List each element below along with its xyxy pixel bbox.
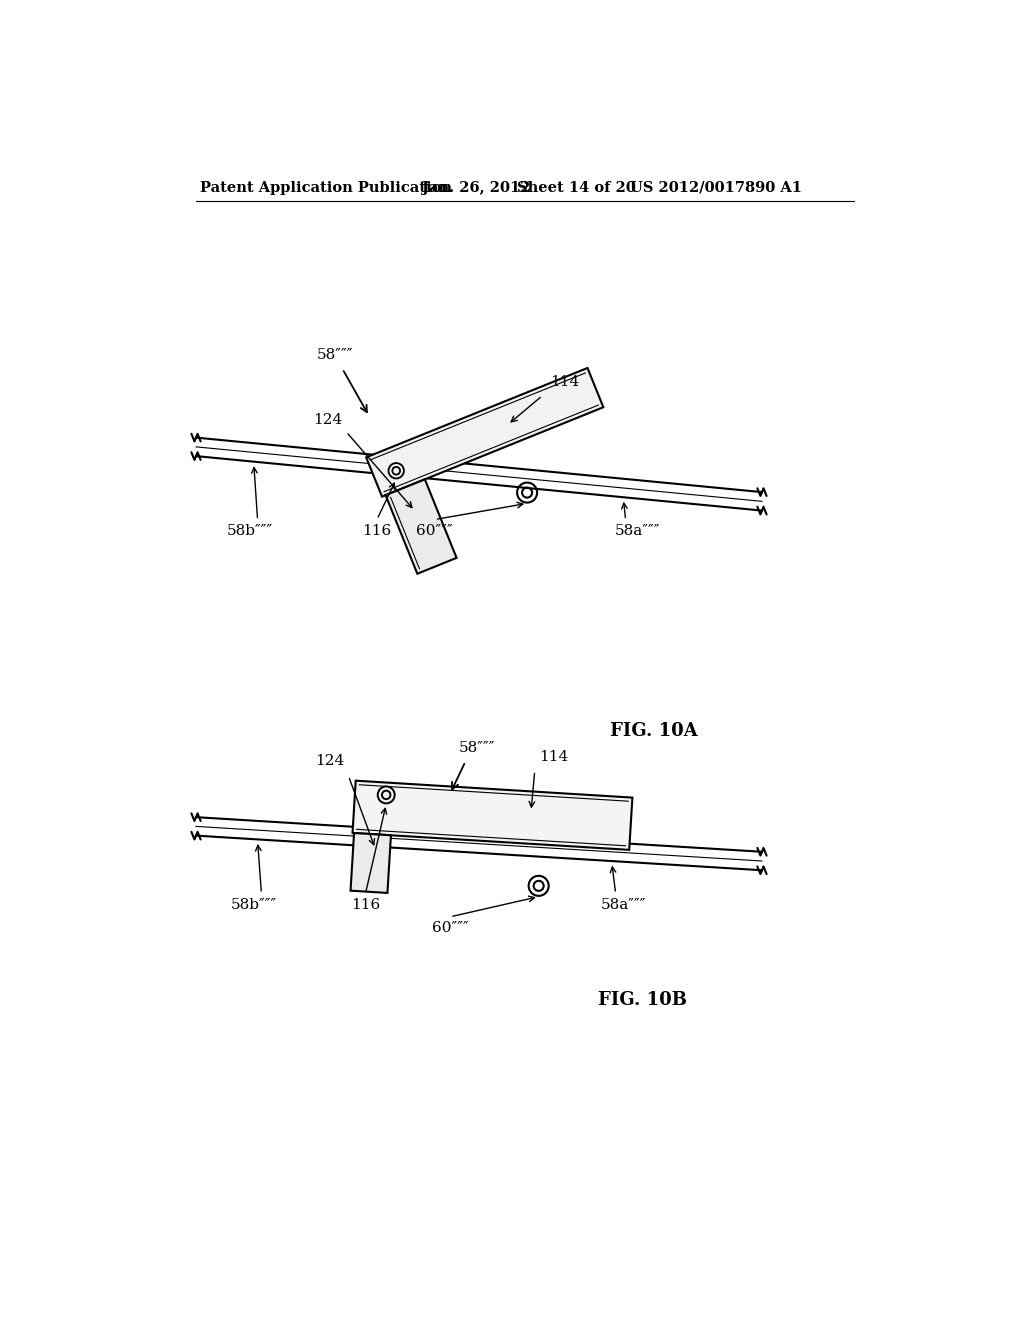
Text: FIG. 10B: FIG. 10B bbox=[598, 991, 687, 1010]
Text: 114: 114 bbox=[539, 750, 568, 764]
Text: 114: 114 bbox=[550, 375, 580, 389]
Text: 58b″″″: 58b″″″ bbox=[230, 898, 276, 912]
Text: FIG. 10A: FIG. 10A bbox=[610, 722, 698, 739]
Polygon shape bbox=[352, 780, 633, 850]
Text: Jan. 26, 2012: Jan. 26, 2012 bbox=[422, 181, 530, 194]
Text: 58b″″″: 58b″″″ bbox=[226, 524, 273, 539]
Text: Patent Application Publication: Patent Application Publication bbox=[200, 181, 452, 194]
Text: 58a″″″: 58a″″″ bbox=[601, 898, 646, 912]
Text: 124: 124 bbox=[313, 413, 342, 428]
Text: 60″″″: 60″″″ bbox=[417, 524, 453, 539]
Text: 116: 116 bbox=[362, 524, 391, 539]
Text: Sheet 14 of 20: Sheet 14 of 20 bbox=[517, 181, 636, 194]
Polygon shape bbox=[350, 833, 391, 892]
Polygon shape bbox=[386, 479, 457, 574]
Text: 116: 116 bbox=[351, 898, 380, 912]
Text: US 2012/0017890 A1: US 2012/0017890 A1 bbox=[630, 181, 802, 194]
Text: 58″″″: 58″″″ bbox=[459, 741, 496, 755]
Text: 60″″″: 60″″″ bbox=[432, 921, 469, 935]
Text: 58″″″: 58″″″ bbox=[316, 348, 353, 363]
Text: 58a″″″: 58a″″″ bbox=[614, 524, 660, 539]
Text: 124: 124 bbox=[315, 754, 345, 768]
Polygon shape bbox=[367, 368, 603, 496]
